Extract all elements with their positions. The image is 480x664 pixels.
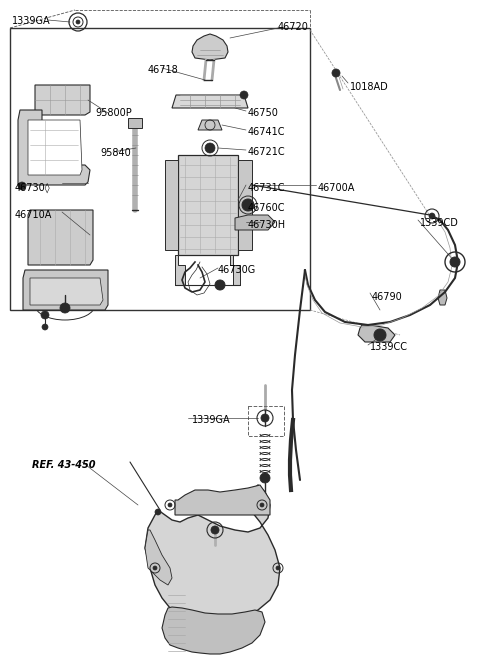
Text: 1339CD: 1339CD: [420, 218, 459, 228]
Text: 46750: 46750: [248, 108, 279, 118]
Circle shape: [76, 20, 80, 24]
Circle shape: [429, 213, 435, 219]
Text: 1339CC: 1339CC: [370, 342, 408, 352]
Polygon shape: [178, 155, 238, 255]
Text: 46700A: 46700A: [318, 183, 355, 193]
Text: 1339GA: 1339GA: [12, 16, 50, 26]
Bar: [10, 28, 310, 310]
Circle shape: [374, 329, 386, 341]
Text: REF. 43-450: REF. 43-450: [32, 460, 96, 470]
Polygon shape: [230, 255, 240, 285]
Text: 1018AD: 1018AD: [350, 82, 389, 92]
Polygon shape: [438, 290, 447, 305]
Circle shape: [260, 503, 264, 507]
Text: 46730H: 46730H: [248, 220, 286, 230]
Circle shape: [261, 414, 269, 422]
Text: 46710A: 46710A: [15, 210, 52, 220]
Polygon shape: [35, 85, 90, 115]
Circle shape: [332, 69, 340, 77]
Polygon shape: [162, 607, 265, 654]
Polygon shape: [145, 530, 172, 585]
Text: 46730◊: 46730◊: [15, 183, 50, 193]
Polygon shape: [172, 95, 248, 108]
Polygon shape: [192, 34, 228, 60]
Text: 46720: 46720: [278, 22, 309, 32]
Text: 1339GA: 1339GA: [192, 415, 230, 425]
Polygon shape: [28, 210, 93, 265]
Circle shape: [276, 566, 280, 570]
Bar: [248, 406, 284, 436]
Circle shape: [211, 526, 219, 534]
Text: 46760C: 46760C: [248, 203, 286, 213]
Polygon shape: [28, 120, 82, 175]
Text: 95800P: 95800P: [95, 108, 132, 118]
Polygon shape: [198, 120, 222, 130]
Polygon shape: [175, 485, 270, 515]
Text: 46741C: 46741C: [248, 127, 286, 137]
Polygon shape: [128, 118, 142, 128]
Polygon shape: [23, 270, 108, 310]
Circle shape: [41, 311, 49, 319]
Circle shape: [260, 473, 270, 483]
Circle shape: [450, 257, 460, 267]
Polygon shape: [30, 278, 103, 305]
Polygon shape: [165, 160, 178, 250]
Polygon shape: [358, 325, 395, 342]
Circle shape: [155, 509, 161, 515]
Circle shape: [60, 303, 70, 313]
Text: 95840: 95840: [100, 148, 131, 158]
Circle shape: [240, 91, 248, 99]
Text: 46730G: 46730G: [218, 265, 256, 275]
Circle shape: [153, 566, 157, 570]
Circle shape: [242, 199, 254, 211]
Polygon shape: [235, 215, 275, 230]
Circle shape: [18, 182, 26, 190]
Circle shape: [168, 503, 172, 507]
Polygon shape: [175, 255, 185, 285]
Text: 46731C: 46731C: [248, 183, 286, 193]
Circle shape: [205, 143, 215, 153]
Circle shape: [42, 324, 48, 330]
Polygon shape: [238, 160, 252, 250]
Text: 46790: 46790: [372, 292, 403, 302]
Circle shape: [215, 280, 225, 290]
Text: 46721C: 46721C: [248, 147, 286, 157]
Polygon shape: [18, 110, 90, 185]
Text: 46718: 46718: [148, 65, 179, 75]
Polygon shape: [145, 485, 280, 622]
